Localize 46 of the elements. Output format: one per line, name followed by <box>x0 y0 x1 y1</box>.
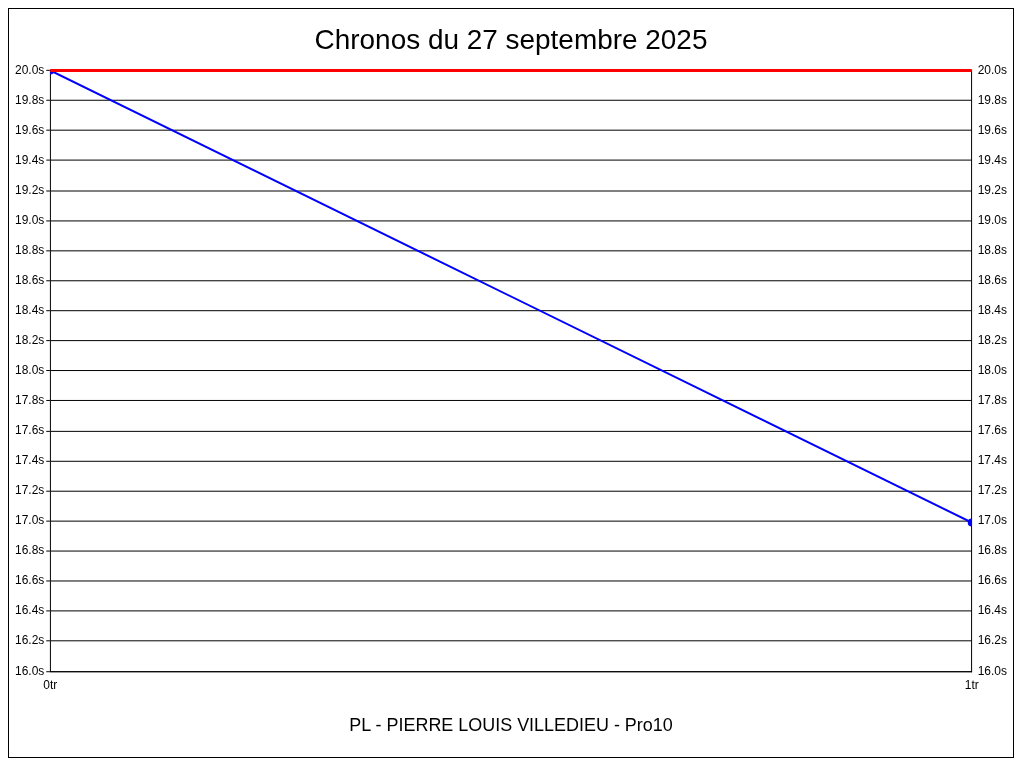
y-tick-label: 18.0s <box>14 363 45 378</box>
y2-tick-label: 18.4s <box>977 303 1008 318</box>
y-tick-label: 19.4s <box>14 152 45 167</box>
y2-tick-label: 16.6s <box>977 573 1008 588</box>
y-tick-label: 17.8s <box>14 393 45 408</box>
y2-tick-label: 17.0s <box>977 513 1008 528</box>
y-tick-label: 17.0s <box>14 513 45 528</box>
y-tick-label: 17.4s <box>14 453 45 468</box>
y2-tick-label: 19.8s <box>977 92 1008 107</box>
y2-tick-label: 16.2s <box>977 633 1008 648</box>
y2-tick-label: 18.2s <box>977 333 1008 348</box>
y-tick-label: 17.2s <box>14 483 45 498</box>
y2-tick-label: 19.6s <box>977 122 1008 137</box>
y2-tick-label: 16.4s <box>977 603 1008 618</box>
y-tick-label: 18.6s <box>14 273 45 288</box>
y-tick-label: 18.2s <box>14 333 45 348</box>
y2-tick-label: 19.4s <box>977 152 1008 167</box>
y-tick-label: 17.6s <box>14 423 45 438</box>
x-tick-label: 1tr <box>964 677 979 692</box>
y-tick-label: 16.2s <box>14 633 45 648</box>
y2-tick-label: 19.2s <box>977 182 1008 197</box>
y-tick-label: 19.0s <box>14 212 45 227</box>
y2-tick-label: 20.0s <box>977 62 1008 77</box>
y2-tick-label: 16.0s <box>977 663 1008 678</box>
y2-tick-label: 18.8s <box>977 242 1008 257</box>
y2-tick-label: 18.6s <box>977 273 1008 288</box>
y-tick-label: 19.6s <box>14 122 45 137</box>
y2-tick-label: 17.2s <box>977 483 1008 498</box>
y-tick-label: 16.8s <box>14 543 45 558</box>
y-tick-label: 18.8s <box>14 242 45 257</box>
y2-tick-label: 17.8s <box>977 393 1008 408</box>
y2-tick-label: 17.6s <box>977 423 1008 438</box>
y-tick-label: 20.0s <box>14 62 45 77</box>
y-tick-label: 16.6s <box>14 573 45 588</box>
y-tick-label: 16.4s <box>14 603 45 618</box>
x-tick-label: 0tr <box>43 677 58 692</box>
chart-title: Chronos du 27 septembre 2025 <box>314 24 708 56</box>
y2-tick-label: 19.0s <box>977 212 1008 227</box>
y2-tick-label: 18.0s <box>977 363 1008 378</box>
y-tick-label: 18.4s <box>14 303 45 318</box>
y2-tick-label: 17.4s <box>977 453 1008 468</box>
y-tick-label: 19.8s <box>14 92 45 107</box>
x-axis-title: PL - PIERRE LOUIS VILLEDIEU - Pro10 <box>349 715 673 736</box>
y2-tick-label: 16.8s <box>977 543 1008 558</box>
y-tick-label: 16.0s <box>14 663 45 678</box>
y-tick-label: 19.2s <box>14 182 45 197</box>
